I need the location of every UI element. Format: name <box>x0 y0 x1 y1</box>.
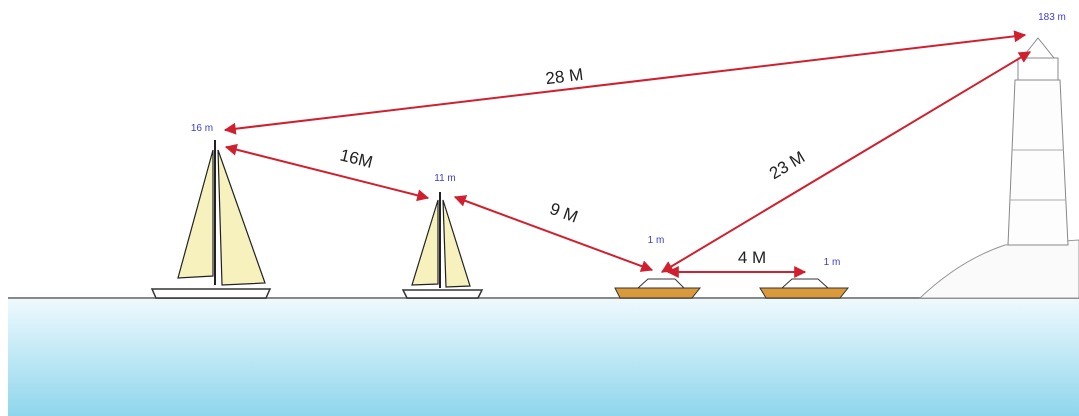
motorboat <box>760 279 848 298</box>
distance-label: 4 M <box>738 248 766 267</box>
height-label: 183 m <box>1038 12 1066 23</box>
large-sailboat <box>152 140 270 298</box>
height-label: 1 m <box>824 257 841 268</box>
range-arrow <box>225 35 1025 130</box>
height-label: 16 m <box>191 123 213 134</box>
small-sailboat <box>403 192 482 298</box>
diagram: 28 M 16M 9 M 4 M 23 M 16 m 11 m 1 m 1 m … <box>0 0 1079 416</box>
distance-label: 9 M <box>547 199 580 227</box>
distance-label: 16M <box>338 145 375 171</box>
motorboat <box>615 279 700 298</box>
height-label: 11 m <box>434 173 456 184</box>
distance-label: 28 M <box>544 65 584 88</box>
range-arrow <box>662 52 1030 272</box>
lighthouse <box>920 38 1079 298</box>
distance-label: 23 M <box>766 147 808 183</box>
range-arrow <box>226 147 428 198</box>
sea <box>8 299 1079 416</box>
height-label: 1 m <box>648 235 665 246</box>
